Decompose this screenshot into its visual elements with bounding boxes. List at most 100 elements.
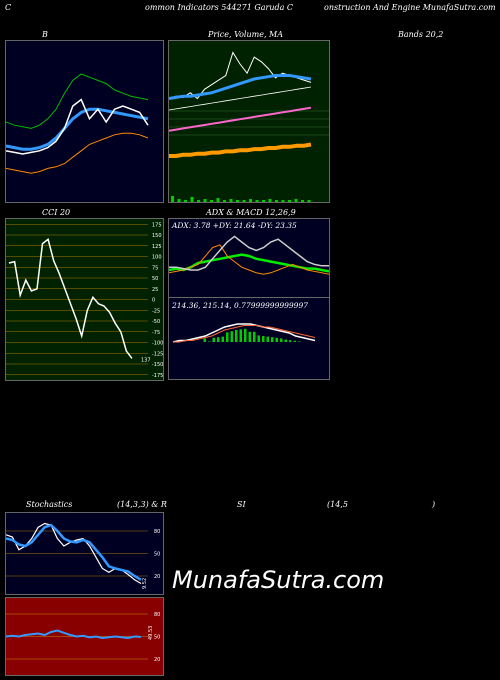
macd-hist-bar <box>298 341 301 342</box>
macd-hist-bar <box>217 337 220 342</box>
macd-hist-bar <box>239 329 242 342</box>
volume-bar <box>216 198 220 202</box>
volume-bar <box>281 200 285 202</box>
macd-hist-bar <box>244 328 247 342</box>
volume-bar <box>229 199 233 202</box>
rsi-panel: 80 50 20 49.53 <box>5 597 164 676</box>
stoch-tick-label: 80 <box>154 529 160 535</box>
macd-hist-bar <box>203 338 206 342</box>
cci-panel: 175 150 125 100 75 50 25 0 -25 -50 -75 -100 -125 -150… <box>5 218 164 381</box>
cci-tick-label: -175 <box>152 373 163 379</box>
macd-hist-bar <box>221 336 224 342</box>
macd-hist-bar <box>248 331 251 342</box>
cci-tick-label: 150 <box>152 233 162 239</box>
volume-bar <box>268 199 272 202</box>
cci-tick-label: 100 <box>152 255 162 261</box>
macd-hist-bar <box>271 337 274 342</box>
ma-blue-line <box>169 74 312 100</box>
plus-di-line <box>169 244 329 275</box>
cci-tick-label: -150 <box>152 362 163 368</box>
header-c: C <box>5 3 12 12</box>
volume-bar <box>301 200 304 202</box>
macd-hist-bar <box>293 340 296 342</box>
cci-tick-label: 25 <box>152 287 158 293</box>
volume-bar <box>184 200 187 202</box>
macd-hist-bar <box>212 337 215 342</box>
macd-line <box>172 323 316 343</box>
volume-bar <box>249 199 252 202</box>
volume-bar <box>242 200 246 202</box>
cci-tick-label: 75 <box>152 265 158 271</box>
macd-panel: 214.36, 215.14, 0.77999999999997 <box>168 297 330 380</box>
minus-di-line <box>169 235 329 271</box>
macd-values: 214.36, 215.14, 0.77999999999997 <box>172 301 308 310</box>
volume-bar <box>262 200 265 202</box>
stoch-tick-label: 50 <box>154 552 160 558</box>
rsi-last-label: 49.53 <box>148 626 154 640</box>
bands-title-right: Bands 20,2 <box>398 30 444 39</box>
header-left-text: ommon Indicators 544271 Garuda C <box>145 3 294 12</box>
volume-bar <box>210 200 213 202</box>
macd-hist-bar <box>289 340 292 342</box>
macd-hist-bar <box>257 335 260 342</box>
stoch-tick-label: 20 <box>154 574 160 580</box>
price-line <box>6 98 149 155</box>
price-ma-title: Price, Volume, MA <box>208 30 284 39</box>
bands-title-b: B <box>42 30 48 39</box>
macd-hist-bar <box>262 336 265 342</box>
stoch-panel: 80 50 20 9.52 <box>5 512 164 595</box>
rsi-close: ) <box>432 500 436 509</box>
rsi-line <box>6 629 142 640</box>
rsi-si: SI <box>237 500 246 509</box>
volume-bar <box>275 200 278 202</box>
macd-hist-bar <box>284 339 287 342</box>
adx-panel: ADX: 3.78 +DY: 21.64 -DY: 23.35 <box>168 218 330 299</box>
ma-pink-line <box>169 106 312 132</box>
middle-band-line <box>6 107 149 151</box>
cci-tick-label: 125 <box>152 244 162 250</box>
stoch-title: Stochastics <box>26 500 73 509</box>
adx-macd-title: ADX & MACD 12,26,9 <box>206 208 296 217</box>
rsi-tick-label: 80 <box>154 612 160 618</box>
volume-bar <box>236 200 239 202</box>
macd-hist-bar <box>230 331 233 342</box>
adx-values: ADX: 3.78 +DY: 21.64 -DY: 23.35 <box>172 221 297 230</box>
header-right-text: onstruction And Engine MunafaSutra.com <box>324 3 496 12</box>
cci-line <box>8 238 133 359</box>
watermark: MunafaSutra.com <box>172 566 385 594</box>
macd-hist-bar <box>280 338 283 342</box>
price-ma-panel <box>168 40 330 203</box>
ma-orange-line <box>169 142 312 158</box>
signal-line <box>173 325 316 343</box>
macd-hist-bar <box>253 331 256 342</box>
cci-tick-label: -50 <box>152 319 160 325</box>
volume-bar <box>294 199 298 202</box>
volume-bar <box>190 197 194 202</box>
cci-tick-label: -25 <box>152 308 160 314</box>
volume-bar <box>223 200 226 202</box>
rsi-tick-label: 50 <box>154 635 160 641</box>
cci-tick-label: -125 <box>152 351 163 357</box>
volume-bar <box>288 200 291 202</box>
cci-tick-label: 0 <box>152 298 155 304</box>
cci-last-label: 137 <box>141 357 151 363</box>
volume-bar <box>255 200 259 202</box>
macd-hist-bar <box>275 337 278 342</box>
cci-tick-label: 175 <box>152 222 162 228</box>
lower-band-line <box>6 132 149 174</box>
volume-bar <box>177 199 181 202</box>
volume-bar <box>203 199 207 202</box>
stoch-params: (14,3,3) & R <box>117 500 167 509</box>
macd-hist-bar <box>226 332 229 342</box>
upper-band-line <box>6 73 149 129</box>
rsi-tick-label: 20 <box>154 657 160 663</box>
volume-bar <box>197 200 200 202</box>
stoch-d-line <box>6 523 142 581</box>
cci-title: CCI 20 <box>42 208 71 217</box>
volume-bar <box>307 200 311 202</box>
macd-hist-bar <box>208 341 211 342</box>
macd-hist-bar <box>235 330 238 342</box>
bollinger-panel <box>5 40 164 203</box>
macd-hist-bar <box>266 336 269 342</box>
ma-white-line <box>169 86 312 111</box>
